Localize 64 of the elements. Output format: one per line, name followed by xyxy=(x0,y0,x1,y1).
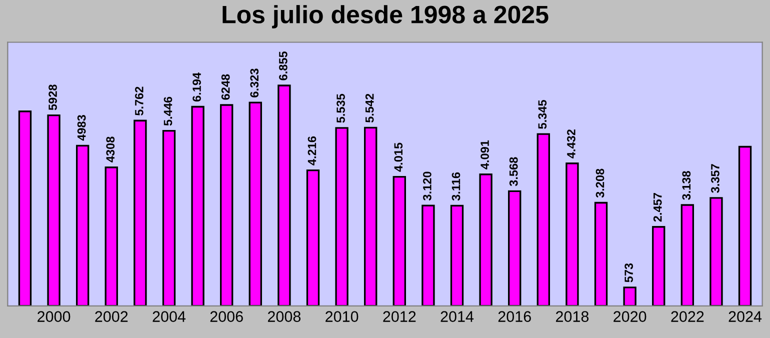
bar xyxy=(76,144,90,306)
data-label: 3.120 xyxy=(423,172,432,200)
bar xyxy=(738,146,752,306)
bar xyxy=(162,130,176,306)
x-tick-label: 2020 xyxy=(614,311,646,322)
bar xyxy=(479,174,492,306)
x-tick-label: 2000 xyxy=(38,311,70,322)
bar xyxy=(566,162,579,306)
x-tick-label: 2004 xyxy=(152,311,186,322)
bar xyxy=(710,197,723,306)
bar xyxy=(335,127,348,306)
x-tick-label: 2016 xyxy=(498,311,531,322)
x-tick-label: 2014 xyxy=(440,311,474,322)
bar xyxy=(652,226,666,306)
x-tick-label: 2010 xyxy=(326,311,358,322)
data-label: 4308 xyxy=(106,136,115,162)
data-label: 4.432 xyxy=(567,130,576,158)
data-label: 5.542 xyxy=(365,94,374,123)
bar xyxy=(508,190,522,306)
bar xyxy=(623,286,636,306)
x-tick-label: 2022 xyxy=(671,311,704,322)
bar xyxy=(392,176,406,306)
data-label: 3.568 xyxy=(509,157,518,186)
bar xyxy=(422,204,435,306)
bar xyxy=(18,110,32,306)
data-label: 3.208 xyxy=(596,168,604,198)
bar xyxy=(191,106,204,306)
data-label: 2.457 xyxy=(653,193,662,222)
data-label: 3.357 xyxy=(711,164,720,193)
x-tick-label: 2018 xyxy=(556,311,589,322)
bar xyxy=(306,170,320,306)
data-label: 5928 xyxy=(48,84,57,110)
x-tick-label: 2008 xyxy=(268,311,301,322)
data-label: 6.323 xyxy=(250,68,259,98)
data-label: 573 xyxy=(624,263,633,282)
bar xyxy=(248,102,262,306)
bar xyxy=(536,133,550,306)
x-tick-label: 2006 xyxy=(210,311,243,322)
data-label: 4.091 xyxy=(480,140,489,170)
bar xyxy=(278,84,291,306)
data-label: 4.216 xyxy=(308,136,316,166)
data-label: 5.345 xyxy=(538,100,547,129)
data-label: 6.855 xyxy=(279,51,288,80)
bar xyxy=(134,120,147,306)
data-label: 5.446 xyxy=(164,96,172,126)
bar xyxy=(594,202,608,306)
data-label: 3.116 xyxy=(452,172,460,201)
data-label: 4983 xyxy=(77,115,86,141)
x-tick-label: 2024 xyxy=(728,311,762,322)
chart-title: Los julio desde 1998 a 2025 xyxy=(222,5,548,28)
bar xyxy=(47,114,60,306)
bar xyxy=(680,204,694,306)
bar xyxy=(450,204,464,306)
data-label: 6248 xyxy=(221,74,230,100)
data-label: 5.762 xyxy=(134,86,144,116)
data-label: 4.015 xyxy=(394,142,403,172)
bar xyxy=(364,126,378,306)
x-tick-label: 2012 xyxy=(383,311,416,322)
bar xyxy=(104,166,118,306)
x-tick-label: 2002 xyxy=(95,311,128,322)
data-label: 6.194 xyxy=(192,72,201,102)
data-label: 3.138 xyxy=(682,170,691,200)
data-label: 5.535 xyxy=(336,94,345,123)
bar xyxy=(220,104,234,306)
